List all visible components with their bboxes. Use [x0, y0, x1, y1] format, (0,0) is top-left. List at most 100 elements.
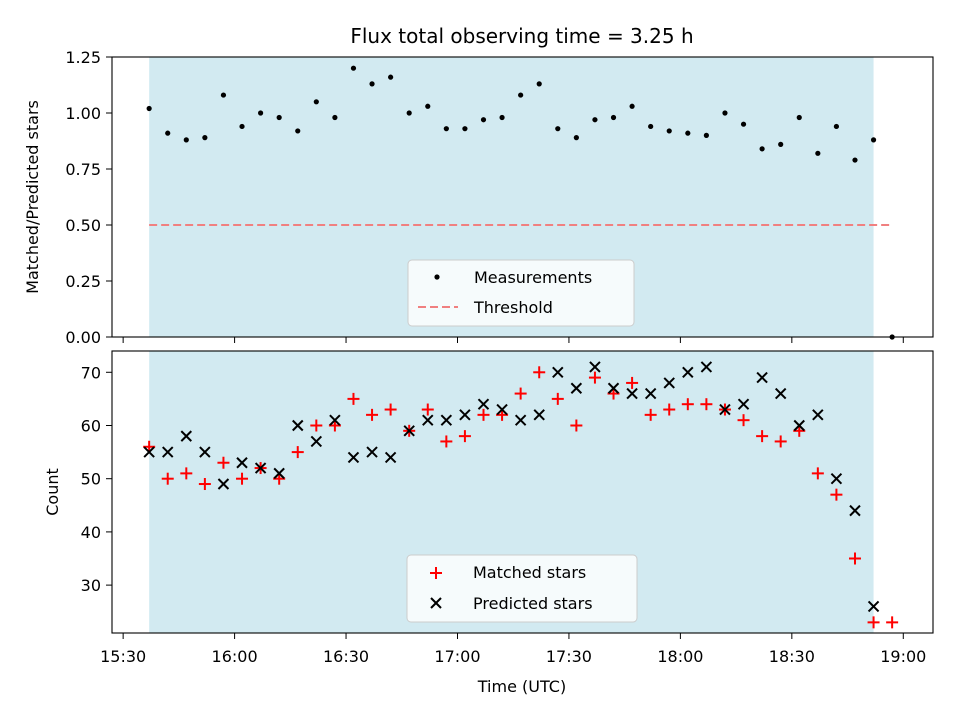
matched-star-point: [774, 435, 787, 448]
matched-star-point: [551, 392, 564, 405]
matched-star-point: [161, 472, 174, 485]
bottom-y-tick-label: 30: [81, 576, 101, 595]
predicted-star-point: [440, 414, 453, 426]
predicted-star-point: [552, 366, 564, 378]
measurement-point: [462, 126, 468, 132]
x-tick-label: 15:30: [100, 647, 146, 666]
x-tick-label: 18:00: [657, 647, 703, 666]
top-y-tick-label: 0.50: [65, 216, 101, 235]
measurement-point: [239, 123, 245, 130]
top-y-tick-label: 1.00: [65, 104, 101, 123]
bottom-panel: 30 40 50 60 70 15:30 16:00 16:30 17:00 17:30 18:0…: [43, 350, 934, 696]
predicted-star-point: [217, 478, 230, 490]
matched-star-point: [533, 366, 546, 379]
matched-star-point: [644, 408, 657, 421]
predicted-star-point: [737, 398, 750, 410]
matched-star-point: [366, 408, 379, 421]
top-y-tick-label: 0.25: [65, 272, 101, 291]
matched-star-point: [811, 467, 824, 480]
measurement-point: [592, 117, 598, 123]
matched-star-point: [384, 403, 397, 416]
bottom-axes-frame: [111, 350, 934, 634]
bottom-legend-box: [406, 554, 638, 623]
measurement-point: [146, 105, 152, 112]
matched-star-point: [421, 403, 434, 416]
matched-star-point: [848, 552, 861, 565]
measurement-point: [740, 121, 747, 127]
measurement-point: [165, 130, 171, 136]
legend-label-matched-stars: Matched stars: [473, 563, 586, 582]
measurement-point: [499, 114, 505, 121]
predicted-star-point: [793, 419, 805, 432]
measurement-point: [518, 92, 524, 98]
top-axes-frame: [111, 56, 934, 338]
top-panel: 0.00 0.25 0.50 0.75 1.00 1.25 Matched/Predict…: [23, 48, 934, 347]
measurement-point: [703, 132, 709, 138]
legend-label-measurements: Measurements: [474, 268, 592, 287]
matched-star-point: [681, 398, 694, 411]
x-tick-label: 17:30: [546, 647, 592, 666]
measurement-point: [369, 81, 375, 87]
matched-star-point: [663, 403, 676, 416]
legend-marker-measurements: [434, 274, 440, 280]
measurement-point: [610, 114, 617, 121]
predicted-star-point: [830, 472, 843, 485]
predicted-star-point: [644, 387, 657, 400]
bottom-y-tick-label: 60: [81, 416, 101, 435]
predicted-star-point: [533, 409, 545, 421]
x-tick-label: 16:00: [212, 647, 258, 666]
x-tick-label: 19:00: [880, 647, 926, 666]
measurement-point: [722, 110, 728, 116]
matched-star-point: [310, 419, 323, 432]
predicted-star-point: [700, 361, 713, 373]
measurement-point: [778, 141, 784, 147]
measurement-point: [573, 135, 579, 141]
predicted-star-point: [384, 451, 397, 464]
measurement-point: [629, 103, 635, 109]
matched-star-point: [217, 456, 230, 469]
bottom-y-tick-label: 40: [81, 523, 101, 542]
measurement-point: [648, 123, 654, 130]
predicted-star-point: [812, 409, 824, 421]
measurement-point: [759, 146, 765, 152]
matched-star-point: [347, 392, 360, 405]
measurement-point: [202, 135, 208, 141]
measurement-point: [443, 126, 449, 132]
predicted-star-point: [514, 414, 527, 426]
predicted-star-point: [236, 457, 248, 469]
matched-star-point: [180, 467, 193, 480]
measurement-point: [388, 74, 394, 80]
matched-star-point: [477, 408, 490, 421]
matched-star-point: [514, 387, 527, 400]
legend-marker-predicted-stars: [430, 597, 442, 609]
matched-star-point: [588, 371, 601, 384]
top-legend-box: [407, 259, 635, 327]
measurement-point: [406, 110, 412, 116]
matched-star-point: [458, 430, 471, 443]
predicted-star-point: [366, 446, 378, 458]
predicted-star-point: [347, 451, 360, 464]
x-tick-label: 17:00: [434, 647, 480, 666]
predicted-star-point: [143, 446, 155, 458]
measurement-point: [555, 126, 561, 132]
predicted-star-point: [403, 425, 415, 437]
measurement-point: [666, 128, 672, 134]
predicted-star-point: [663, 377, 675, 389]
x-axis-label: Time (UTC): [477, 677, 566, 696]
bottom-legend: Matched stars Predicted stars: [406, 554, 638, 623]
predicted-star-point: [459, 409, 471, 421]
measurement-point: [536, 81, 542, 87]
matched-star-point: [867, 616, 880, 629]
top-legend: Measurements Threshold: [407, 259, 635, 327]
measurement-point: [815, 150, 821, 156]
measurement-point: [183, 137, 189, 143]
predicted-star-point: [477, 398, 490, 410]
matched-star-point: [236, 472, 249, 485]
top-y-tick-label: 0.00: [65, 328, 101, 347]
predicted-star-point: [682, 366, 694, 378]
predicted-star-point: [719, 403, 731, 416]
measurement-point: [257, 110, 264, 116]
predicted-star-point: [292, 419, 304, 432]
measurement-point: [685, 130, 691, 136]
